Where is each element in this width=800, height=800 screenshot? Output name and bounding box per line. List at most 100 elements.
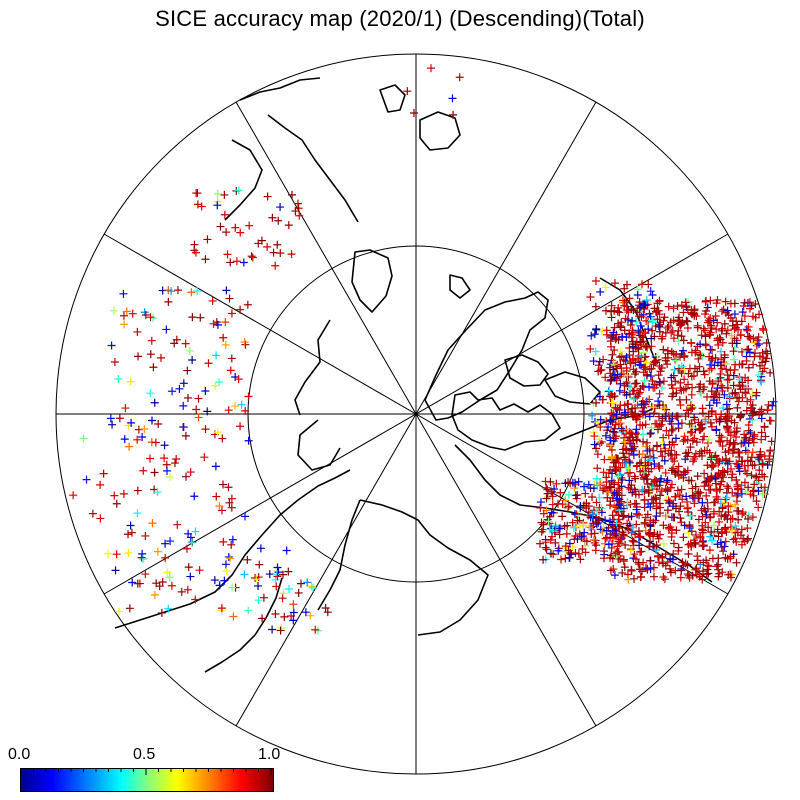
accuracy-marker <box>684 507 693 516</box>
accuracy-marker <box>730 310 739 319</box>
accuracy-marker <box>766 446 775 455</box>
accuracy-marker <box>681 435 690 444</box>
accuracy-marker <box>128 578 137 587</box>
accuracy-marker <box>721 537 730 546</box>
accuracy-marker <box>690 454 699 463</box>
accuracy-marker <box>707 536 716 545</box>
accuracy-marker <box>667 373 676 382</box>
accuracy-marker <box>722 413 731 422</box>
accuracy-marker <box>617 424 626 433</box>
accuracy-marker <box>203 235 212 244</box>
accuracy-marker <box>616 418 625 427</box>
accuracy-marker <box>222 567 231 576</box>
accuracy-marker <box>664 411 673 420</box>
accuracy-marker <box>724 570 733 579</box>
accuracy-marker <box>704 523 713 532</box>
accuracy-marker <box>624 373 633 382</box>
accuracy-marker <box>537 527 546 536</box>
accuracy-marker <box>243 300 252 309</box>
accuracy-marker <box>196 313 205 322</box>
accuracy-marker <box>663 323 672 332</box>
accuracy-marker <box>629 306 638 315</box>
accuracy-marker <box>714 459 723 468</box>
accuracy-marker <box>737 457 746 466</box>
accuracy-marker <box>636 548 645 557</box>
accuracy-marker <box>744 322 753 331</box>
accuracy-marker <box>628 337 637 346</box>
accuracy-marker <box>598 327 607 336</box>
accuracy-marker <box>222 228 231 237</box>
accuracy-marker <box>573 490 582 499</box>
accuracy-marker <box>729 371 738 380</box>
accuracy-marker <box>279 570 288 579</box>
accuracy-marker <box>678 495 687 504</box>
accuracy-marker <box>622 390 631 399</box>
accuracy-marker <box>712 388 721 397</box>
accuracy-marker <box>557 555 566 564</box>
accuracy-marker <box>646 372 655 381</box>
accuracy-marker <box>663 476 672 485</box>
accuracy-marker <box>664 322 673 331</box>
accuracy-marker <box>186 533 195 542</box>
accuracy-marker <box>633 401 642 410</box>
accuracy-marker <box>646 556 655 565</box>
accuracy-marker <box>666 483 675 492</box>
accuracy-marker <box>748 390 757 399</box>
accuracy-marker <box>717 512 726 521</box>
accuracy-marker <box>686 443 695 452</box>
accuracy-marker <box>686 511 695 520</box>
accuracy-marker <box>745 348 754 357</box>
accuracy-marker <box>730 343 739 352</box>
accuracy-marker <box>234 186 243 195</box>
accuracy-marker <box>612 464 621 473</box>
accuracy-marker <box>721 553 730 562</box>
accuracy-marker <box>179 423 188 432</box>
accuracy-marker <box>636 337 645 346</box>
accuracy-marker <box>759 326 768 335</box>
accuracy-marker <box>213 189 222 198</box>
accuracy-marker <box>760 472 769 481</box>
accuracy-marker <box>611 335 620 344</box>
accuracy-marker <box>591 347 600 356</box>
accuracy-marker <box>598 395 607 404</box>
accuracy-marker <box>630 550 639 559</box>
accuracy-marker <box>552 479 561 488</box>
accuracy-marker <box>643 479 652 488</box>
accuracy-marker <box>616 463 625 472</box>
accuracy-marker <box>658 437 667 446</box>
accuracy-marker <box>256 544 265 553</box>
accuracy-marker <box>548 492 557 501</box>
accuracy-marker <box>746 428 755 437</box>
accuracy-marker <box>289 600 298 609</box>
accuracy-marker <box>223 250 232 259</box>
accuracy-marker <box>679 346 688 355</box>
accuracy-marker <box>547 532 556 541</box>
accuracy-marker <box>749 334 758 343</box>
accuracy-marker <box>769 397 778 406</box>
accuracy-marker <box>623 315 632 324</box>
accuracy-marker <box>697 420 706 429</box>
accuracy-marker <box>722 400 731 409</box>
accuracy-marker <box>755 450 764 459</box>
accuracy-marker <box>628 433 637 442</box>
accuracy-marker <box>742 356 751 365</box>
accuracy-marker <box>711 311 720 320</box>
accuracy-marker <box>703 318 712 327</box>
accuracy-marker <box>112 550 121 559</box>
accuracy-marker <box>650 383 659 392</box>
accuracy-marker <box>591 302 600 311</box>
accuracy-marker <box>629 386 638 395</box>
accuracy-marker <box>706 328 715 337</box>
accuracy-marker <box>612 410 621 419</box>
colorbar <box>20 768 274 792</box>
accuracy-marker <box>602 526 611 535</box>
accuracy-marker <box>708 380 717 389</box>
accuracy-marker <box>165 473 174 482</box>
accuracy-marker <box>699 324 708 333</box>
accuracy-marker <box>633 308 642 317</box>
accuracy-marker <box>127 418 136 427</box>
accuracy-marker <box>675 319 684 328</box>
accuracy-marker <box>616 470 625 479</box>
accuracy-marker <box>629 395 638 404</box>
accuracy-marker <box>625 294 634 303</box>
